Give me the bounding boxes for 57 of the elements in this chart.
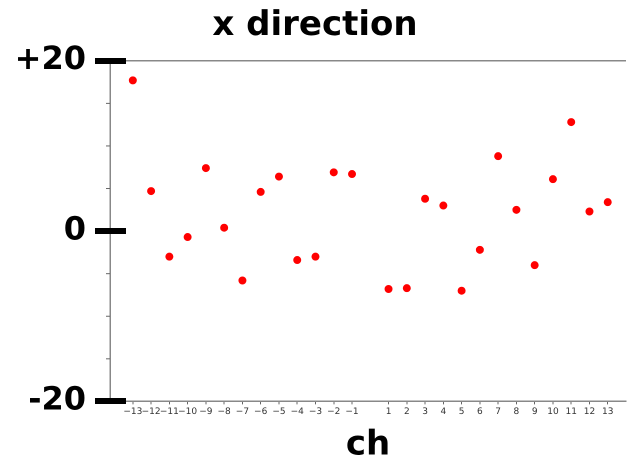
point [604,198,612,206]
y-tick-label: 0 [64,209,86,248]
point [421,194,430,203]
x-tick-label: −7 [236,407,250,418]
x-tick-label: 11 [565,407,577,418]
x-tick-label: 7 [495,407,502,418]
point [147,187,156,196]
x-tick-label: 9 [532,407,538,418]
x-tick-label: −3 [308,407,322,418]
point [202,164,210,172]
point [184,233,192,242]
x-tick-label: −2 [327,407,340,418]
point [274,172,283,181]
x-tick-label: 6 [477,407,484,418]
x-tick-label: 2 [404,407,410,418]
x-tick-label: 3 [422,407,428,418]
point [238,276,246,284]
x-tick-label: 5 [458,407,464,418]
x-tick-label: 10 [547,407,559,418]
y-tick-label: -20 [28,380,86,418]
x-tick-label: −9 [199,407,213,418]
point [439,202,448,210]
x-tick-label: −12 [142,407,161,418]
x-tick-label: −6 [254,407,268,418]
x-tick-label: −8 [218,407,232,418]
point [476,246,484,254]
x-tick-label: −10 [178,407,198,418]
point [402,284,411,292]
point [585,208,594,216]
x-axis-title: ch [346,423,390,464]
point [494,152,502,160]
x-tick-label: 12 [584,407,596,418]
x-tick-label: 4 [440,407,446,418]
point [128,76,137,84]
point [548,175,557,184]
y-tick-label: +20 [14,39,86,78]
x-tick-label: −5 [272,407,286,418]
point [530,261,539,270]
point [567,118,576,126]
point [293,256,302,264]
x-tick-label: 1 [386,407,392,418]
point [165,252,174,261]
point [220,224,228,232]
x-tick-label: 13 [602,407,614,418]
point [330,168,338,176]
x-tick-label: −1 [345,407,359,418]
point [458,286,466,295]
x-tick-label: −13 [123,407,142,418]
point [384,285,393,293]
x-tick-label: −4 [290,407,304,418]
point [512,206,520,214]
point [256,188,265,196]
x-tick-label: 8 [514,407,520,418]
chart-title: x direction [212,4,418,44]
x-tick-label: −11 [160,407,179,418]
point [311,252,320,261]
point [348,170,356,178]
